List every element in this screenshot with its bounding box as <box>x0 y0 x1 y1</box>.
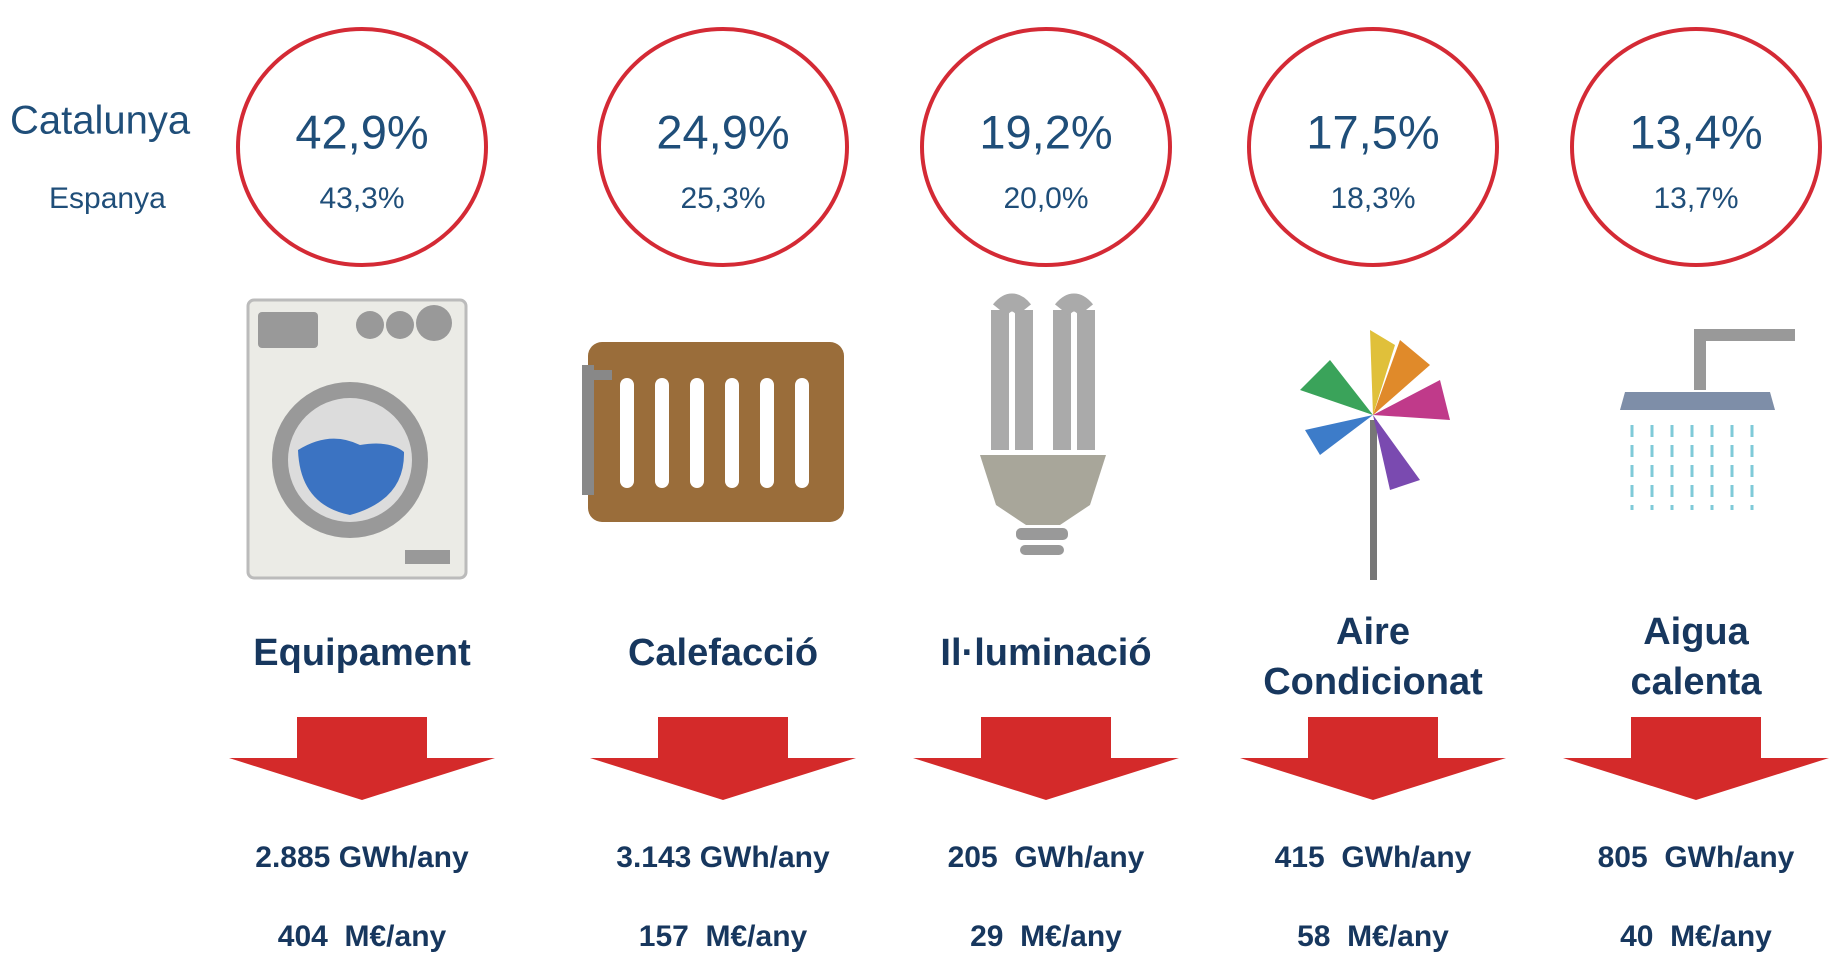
row-label: Espanya <box>49 182 166 215</box>
washing-machine-icon <box>248 300 466 578</box>
energy-value: 3.143 GWh/any <box>616 841 830 874</box>
shower-icon <box>1620 335 1795 510</box>
category-label: Equipament <box>253 632 471 674</box>
energy-value: 205 GWh/any <box>948 841 1145 874</box>
category-label: Calefacció <box>628 632 818 674</box>
catalunya-percent: 19,2% <box>979 105 1112 158</box>
arrow <box>913 717 1179 800</box>
pinwheel-icon <box>1300 330 1450 580</box>
arrow <box>229 717 495 800</box>
row-label: Catalunya <box>10 99 191 143</box>
category-label: Aire <box>1336 611 1410 653</box>
espanya-percent: 25,3% <box>680 182 765 215</box>
cost-value: 157 M€/any <box>639 920 808 953</box>
espanya-percent: 18,3% <box>1330 182 1415 215</box>
energy-value: 2.885 GWh/any <box>255 841 469 874</box>
category-label: calenta <box>1631 661 1763 703</box>
espanya-percent: 20,0% <box>1003 182 1088 215</box>
energy-value: 805 GWh/any <box>1598 841 1795 874</box>
category-label: Condicionat <box>1263 661 1483 703</box>
espanya-percent: 13,7% <box>1653 182 1738 215</box>
espanya-percent: 43,3% <box>319 182 404 215</box>
energy-value: 415 GWh/any <box>1275 841 1472 874</box>
category-label: Il·luminació <box>940 632 1151 674</box>
infographic: Catalunya Espanya 42,9%43,3%Equipamen <box>0 0 1843 956</box>
bulb-icon <box>980 303 1106 556</box>
cost-value: 404 M€/any <box>278 920 447 953</box>
arrow <box>1563 717 1829 800</box>
cost-value: 29 M€/any <box>970 920 1122 953</box>
catalunya-percent: 17,5% <box>1306 105 1439 158</box>
category-label: Aigua <box>1643 611 1749 653</box>
arrow <box>1240 717 1506 800</box>
catalunya-percent: 24,9% <box>656 105 789 158</box>
cost-value: 58 M€/any <box>1297 920 1449 953</box>
catalunya-percent: 42,9% <box>295 105 428 158</box>
cost-value: 40 M€/any <box>1620 920 1772 953</box>
catalunya-percent: 13,4% <box>1629 105 1762 158</box>
arrow <box>590 717 856 800</box>
radiator-icon <box>582 342 844 522</box>
